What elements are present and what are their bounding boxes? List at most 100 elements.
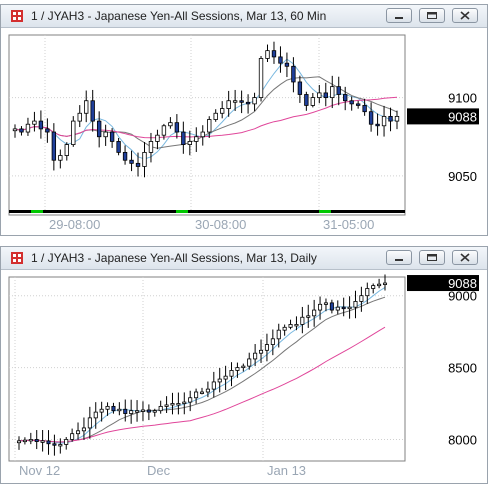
- candle-body: [25, 123, 31, 133]
- candle-body: [152, 410, 157, 413]
- chart-60min: 9100 9050 29-08:00 30-08:00 31-05:00 9088: [8, 34, 479, 232]
- candle-body: [330, 86, 335, 99]
- candle-body: [271, 50, 277, 58]
- restore-button[interactable]: [419, 8, 445, 23]
- candle-body: [93, 411, 98, 419]
- restore-button[interactable]: [419, 250, 445, 265]
- close-button[interactable]: [452, 8, 478, 23]
- candle-body: [81, 427, 86, 432]
- candle-body: [252, 97, 257, 105]
- candle-body: [226, 100, 231, 109]
- candle-body: [349, 100, 354, 105]
- candle-body: [64, 439, 69, 445]
- candle-body: [84, 100, 89, 114]
- candle-body: [52, 443, 57, 446]
- candle-body: [329, 302, 334, 311]
- minimize-button[interactable]: [386, 250, 412, 265]
- candle-body: [318, 303, 323, 311]
- candle-body: [64, 144, 69, 156]
- candle-body: [142, 151, 147, 167]
- candle-body: [359, 295, 364, 302]
- candle-body: [96, 120, 102, 138]
- chart-window-daily: 1 / JYAH3 - Japanese Yen-All Sessions, M…: [0, 246, 488, 484]
- candle-body: [194, 391, 199, 399]
- candle-body: [297, 81, 303, 95]
- candle-body: [170, 403, 175, 406]
- candle-body: [123, 408, 128, 414]
- candle-body: [135, 410, 140, 413]
- y-tick-label: 8500: [448, 361, 477, 376]
- last-price-box: [407, 275, 479, 292]
- candle-body: [394, 115, 400, 122]
- candle-body: [140, 409, 145, 412]
- moving-average-slow-line: [18, 326, 386, 443]
- candle-body: [32, 120, 37, 125]
- candle-body: [306, 315, 311, 318]
- candle-body: [161, 125, 167, 136]
- app-icon: [11, 10, 23, 22]
- candle-body: [382, 282, 388, 285]
- candle-body: [158, 405, 163, 412]
- last-price-label: 9088: [448, 109, 477, 124]
- session-bar: [9, 210, 405, 213]
- window-titlebar[interactable]: 1 / JYAH3 - Japanese Yen-All Sessions, M…: [1, 247, 487, 270]
- candle-body: [211, 381, 216, 390]
- candle-body: [220, 108, 225, 114]
- candle-body: [51, 131, 57, 161]
- candle-body: [232, 100, 238, 103]
- candle-body: [164, 404, 169, 407]
- candle-body: [146, 409, 151, 413]
- candle-body: [223, 375, 228, 380]
- candle-body: [264, 344, 269, 351]
- candle-body: [300, 316, 305, 325]
- x-tick-label: Nov 12: [19, 463, 60, 478]
- candle-body: [368, 111, 374, 125]
- candle-body: [217, 378, 222, 383]
- candle-body: [109, 131, 115, 142]
- candle-body: [347, 306, 352, 310]
- candle-body: [362, 105, 367, 113]
- candle-body: [276, 329, 281, 340]
- app-icon: [11, 252, 23, 264]
- candle-body: [71, 120, 76, 145]
- candle-body: [70, 433, 75, 440]
- chart-window-60min: 1 / JYAH3 - Japanese Yen-All Sessions, M…: [0, 4, 488, 236]
- session-marker: [31, 210, 43, 213]
- candle-body: [76, 430, 81, 435]
- candle-body: [199, 391, 205, 394]
- candle-body: [304, 94, 309, 106]
- candle-body: [341, 306, 346, 310]
- window-titlebar[interactable]: 1 / JYAH3 - Japanese Yen-All Sessions, M…: [1, 5, 487, 28]
- minimize-icon: [395, 17, 403, 19]
- candle-body: [181, 131, 186, 145]
- x-tick-label: 29-08:00: [49, 217, 100, 232]
- candle-body: [207, 119, 212, 133]
- candle-body: [187, 141, 192, 145]
- candle-body: [323, 302, 328, 305]
- close-button[interactable]: [452, 250, 478, 265]
- candle-body: [336, 86, 341, 95]
- restore-icon: [427, 12, 437, 19]
- candle-body: [239, 100, 244, 103]
- candle-body: [34, 439, 39, 442]
- plot-area: [8, 34, 406, 216]
- candle-body: [278, 56, 283, 64]
- candle-body: [103, 131, 108, 138]
- candle-body: [245, 101, 251, 105]
- candle-body: [335, 306, 340, 311]
- close-icon: [460, 11, 470, 20]
- candle-body: [99, 408, 104, 413]
- candle-body: [40, 440, 45, 443]
- y-tick-label: 8000: [448, 432, 477, 447]
- close-icon: [460, 253, 470, 262]
- candle-body: [371, 285, 376, 289]
- y-tick-label: 9000: [448, 289, 477, 304]
- candle-body: [19, 128, 24, 133]
- candle-body: [270, 338, 275, 345]
- candle-body: [116, 141, 121, 153]
- candle-body: [28, 439, 33, 442]
- candle-body: [258, 58, 264, 99]
- minimize-button[interactable]: [386, 8, 412, 23]
- candle-body: [105, 405, 110, 410]
- candle-body: [174, 122, 180, 133]
